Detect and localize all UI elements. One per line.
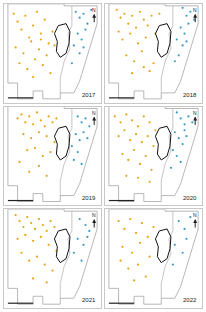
svg-text:N: N (193, 212, 197, 218)
svg-text:2022: 2022 (183, 297, 197, 303)
svg-text:2021: 2021 (82, 297, 96, 303)
svg-text:N: N (193, 110, 197, 116)
svg-text:N: N (92, 7, 96, 13)
svg-text:2017: 2017 (82, 92, 96, 98)
svg-text:N: N (92, 110, 96, 116)
svg-text:2018: 2018 (183, 92, 197, 98)
svg-text:N: N (193, 7, 197, 13)
svg-text:2019: 2019 (82, 195, 96, 201)
svg-text:N: N (92, 212, 96, 218)
svg-text:2020: 2020 (183, 195, 197, 201)
